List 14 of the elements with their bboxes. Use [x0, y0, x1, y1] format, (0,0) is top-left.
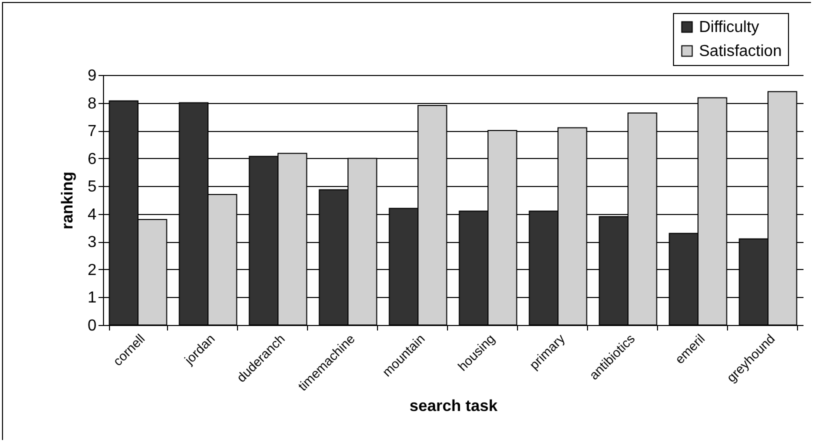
legend-label: Satisfaction — [699, 43, 782, 60]
x-axis-title: search task — [409, 398, 498, 415]
y-tick-label: 9 — [88, 68, 97, 84]
y-axis-title: ranking — [60, 172, 77, 230]
y-tick-label: 4 — [88, 206, 97, 224]
y-tick-label: 0 — [88, 318, 97, 334]
y-tick-label: 8 — [88, 95, 97, 112]
y-tick-label: 3 — [88, 234, 97, 252]
y-tick-label: 1 — [88, 290, 97, 307]
y-tick-label: 7 — [88, 123, 97, 140]
y-tick-label: 2 — [88, 262, 97, 279]
legend-label: Difficulty — [699, 19, 760, 36]
y-tick-label: 6 — [88, 150, 97, 168]
y-tick-label: 5 — [88, 178, 97, 196]
